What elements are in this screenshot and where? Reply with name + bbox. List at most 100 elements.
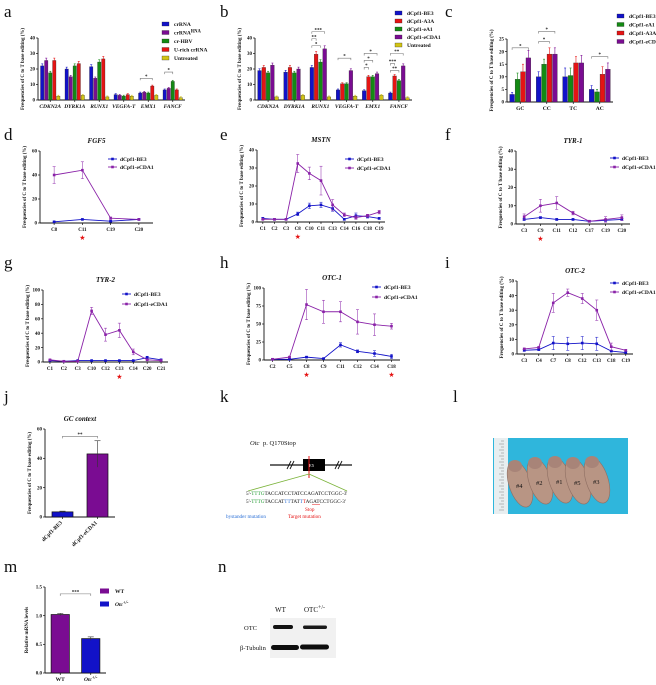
y-tick-label: 0 [512, 353, 515, 358]
significance-bracket [363, 60, 374, 63]
y-axis-label: Frequencies of C to T base editing (%) [238, 28, 243, 110]
data-point [604, 218, 607, 221]
x-tick-label: C20 [135, 228, 144, 233]
legend-marker [613, 281, 616, 285]
x-tick-label: C2 [61, 367, 68, 372]
y-tick-label: 30 [509, 309, 515, 314]
y-tick-label: 0 [33, 99, 36, 104]
data-point [118, 329, 121, 332]
legend-marker [613, 290, 616, 294]
bar [292, 72, 297, 101]
significance-bracket [59, 593, 92, 596]
zoom-line-left [247, 473, 310, 492]
legend-marker [125, 302, 128, 306]
legend-swatch [100, 601, 109, 607]
data-point [587, 219, 591, 223]
x-tick-label: GC [516, 106, 524, 112]
legend-label: Untreated [174, 56, 198, 62]
y-axis-label: Frequencies of C to T base editing (%) [499, 146, 504, 228]
bar [154, 95, 159, 101]
bar [370, 76, 375, 101]
mouse-pup-head [566, 457, 580, 469]
panel-label-d: d [4, 125, 13, 144]
significance-label: * [145, 75, 148, 80]
legend-label: dCpf1-eCDA1 [622, 290, 656, 296]
x-tick-label: C12 [578, 359, 587, 364]
x-tick-label: C11 [78, 228, 87, 233]
data-point [366, 214, 369, 217]
sequence-segment: TTTG [251, 499, 265, 505]
bar [318, 61, 323, 101]
x-tick-label: VEGFA-T [112, 104, 136, 110]
chart-panel-e: 0 10 20 30 40 Frequencies of C to T base edit… [240, 136, 391, 241]
legend-label: dCpf1-BE3 [384, 285, 411, 291]
data-point [52, 220, 56, 224]
bar [327, 96, 331, 101]
x-tick-label: C14 [340, 227, 349, 232]
y-tick-label: 15 [499, 63, 505, 68]
y-tick-label: 100 [33, 289, 41, 294]
significance-bracket [591, 56, 609, 59]
legend-label: dCpf1-eCDA1 [407, 35, 441, 41]
data-point [551, 341, 555, 345]
significance-bracket [511, 47, 529, 50]
panel-label-h: h [220, 253, 229, 272]
data-point [261, 218, 265, 221]
y-axis-label: Frequencies of C to T base editing (%) [500, 276, 505, 358]
mouse-photo: #4 #2 #1 #5 #3 [493, 438, 628, 514]
panel-label-n: n [218, 557, 227, 576]
y-tick-label: 40 [509, 294, 515, 299]
mouse-pup-head [585, 456, 599, 468]
bar [72, 65, 77, 101]
significance-label: ** [394, 50, 400, 55]
bar [405, 97, 410, 101]
y-tick-label: 30 [249, 167, 255, 172]
text-base: Otc [84, 677, 93, 683]
significance-bracket [363, 67, 369, 70]
x-tick-label: C10 [305, 227, 314, 232]
significance-label: *** [315, 28, 323, 33]
x-tick-label: C12 [353, 365, 362, 370]
y-tick-label: 0.5 [36, 643, 43, 648]
text-base: crRNA [174, 30, 191, 36]
break-marks [286, 460, 343, 470]
data-point [48, 358, 52, 362]
bar [138, 92, 143, 101]
significance-bracket [363, 53, 378, 56]
data-point [571, 211, 575, 215]
legend-swatch [394, 26, 403, 32]
sequence-segment: 5'- [246, 491, 252, 497]
legend-swatch [616, 30, 625, 36]
data-point [104, 359, 107, 362]
x-tick-label: C1 [260, 227, 267, 232]
legend-label: dCpf1-eCDA1 [357, 166, 391, 172]
x-tick-label: CDKN2A [39, 104, 61, 110]
target-site-star-icon: ★ [295, 233, 301, 241]
data-point [580, 297, 584, 300]
legend-swatch [161, 55, 170, 61]
data-point [522, 215, 526, 218]
x-tick-label: EMX1 [140, 104, 156, 110]
significance-label: * [365, 64, 368, 69]
gene-name: Otc [250, 440, 260, 447]
x-tick-label: C14 [129, 367, 138, 372]
charts: 0 10 20 30 40 Frequencies of C to T base edit… [21, 11, 656, 683]
bar [52, 60, 57, 101]
x-tick-label: C13 [328, 227, 337, 232]
bar [536, 76, 542, 103]
bar [562, 76, 568, 103]
y-tick-label: 0 [250, 99, 253, 104]
data-point [308, 204, 311, 208]
significance-bracket [139, 78, 153, 81]
x-tick-label: C18 [607, 359, 616, 364]
y-tick-label: 0 [35, 222, 38, 227]
x-tick-label: C1 [47, 367, 54, 372]
bar [142, 92, 147, 101]
bar [113, 94, 118, 101]
bar [97, 61, 102, 101]
y-tick-label: 0 [38, 361, 41, 366]
legend-swatch [161, 38, 170, 44]
x-tick-label: C11 [317, 227, 326, 232]
significance-bracket [62, 436, 98, 439]
band-otc-mutant [303, 625, 327, 629]
